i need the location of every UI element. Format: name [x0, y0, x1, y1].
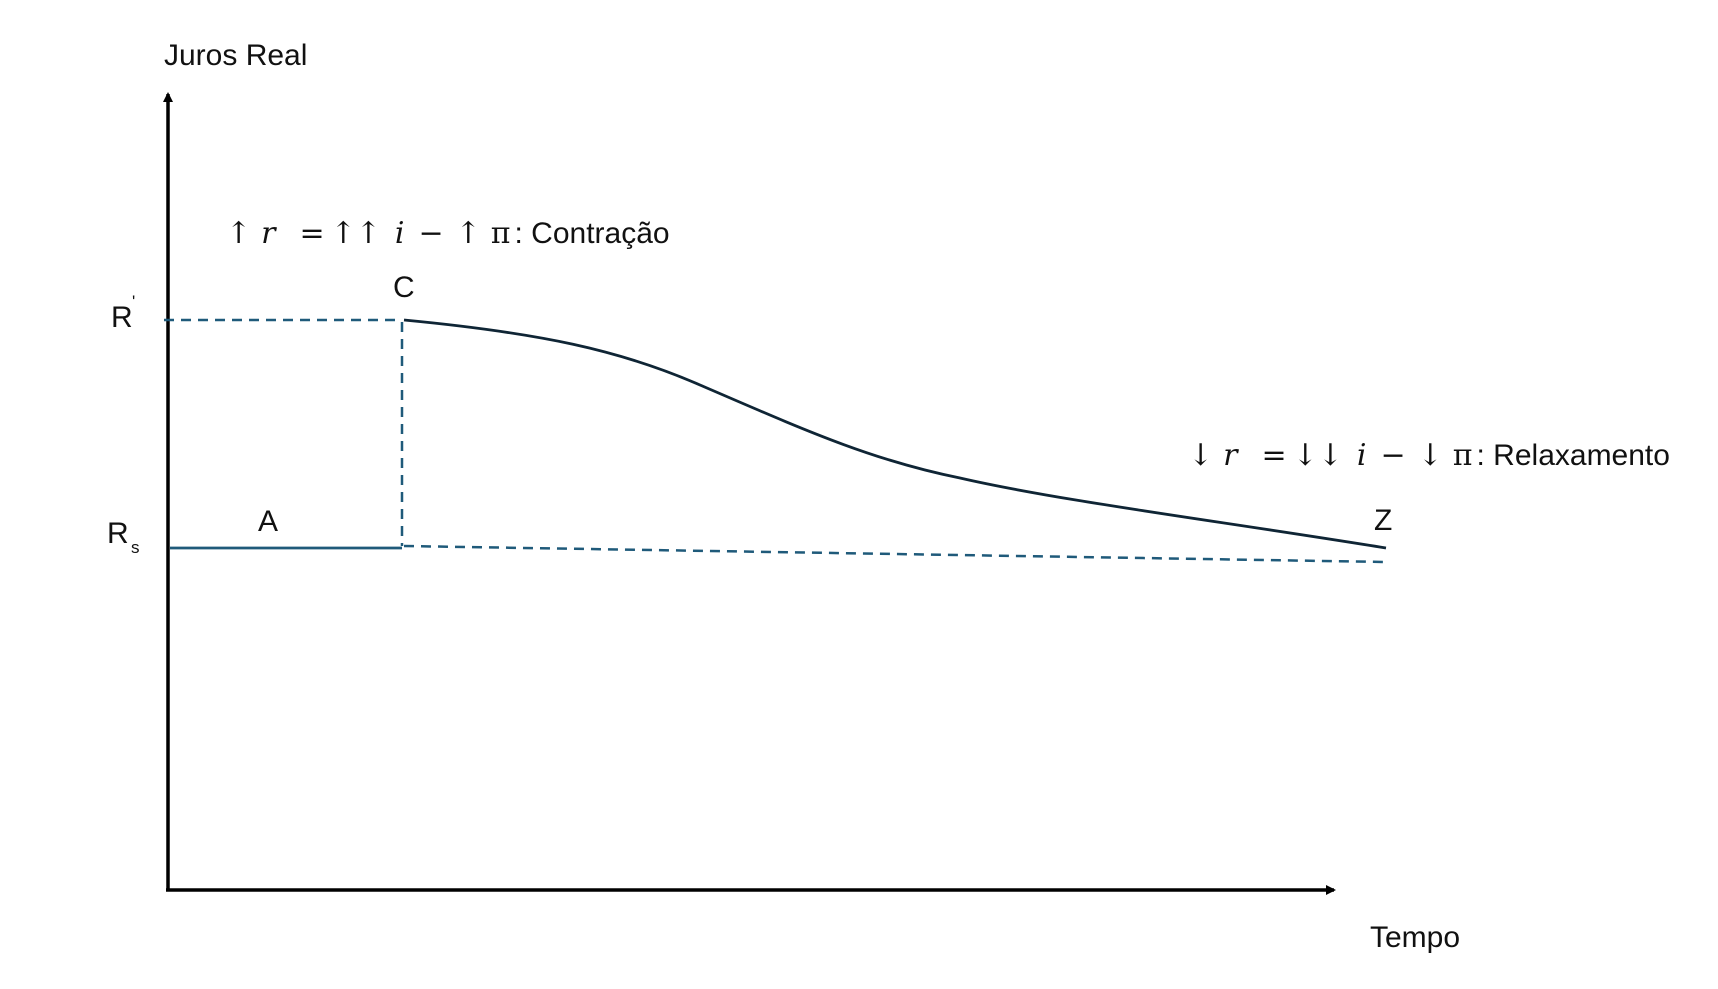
relaxation-pi: π: [1453, 438, 1473, 473]
contraction-annotation: ↑ r = ↑↑ i − ↑ π : Contração: [226, 216, 670, 251]
point-z-label: Z: [1374, 504, 1392, 537]
point-a-label: A: [258, 505, 278, 538]
contraction-r: r: [261, 216, 277, 251]
relaxation-arrow-pi: ↓: [1418, 438, 1443, 473]
y-axis-label: Juros Real: [164, 39, 307, 72]
relaxation-annotation: ↓ r = ↓↓ i − ↓ π : Relaxamento: [1188, 438, 1670, 473]
x-axis-label: Tempo: [1370, 921, 1460, 954]
neutral-level-dashed-line: [403, 544, 1387, 564]
relaxation-arrow-r: ↓: [1188, 438, 1213, 473]
contraction-arrow-r: ↑: [226, 216, 251, 251]
relaxation-text: : Relaxamento: [1477, 439, 1670, 472]
lower-level-subscript: s: [131, 538, 140, 557]
upper-level-label: R: [111, 301, 133, 334]
lower-level-label: R: [107, 517, 129, 550]
contraction-arrow-i: ↑↑: [331, 216, 381, 251]
contraction-i: i: [395, 216, 405, 251]
contraction-eq: =: [299, 216, 324, 251]
point-c-label: C: [393, 271, 415, 304]
relaxation-i: i: [1357, 438, 1367, 473]
contraction-text: : Contração: [515, 217, 670, 250]
relaxation-minus: −: [1381, 438, 1406, 473]
contraction-minus: −: [419, 216, 444, 251]
relaxation-eq: =: [1261, 438, 1286, 473]
contraction-arrow-pi: ↑: [456, 216, 481, 251]
relaxation-arrow-i: ↓↓: [1293, 438, 1343, 473]
upper-level-mark: ': [132, 292, 135, 311]
relaxation-r: r: [1223, 438, 1239, 473]
adjustment-curve: [403, 318, 1387, 550]
contraction-pi: π: [491, 216, 511, 251]
